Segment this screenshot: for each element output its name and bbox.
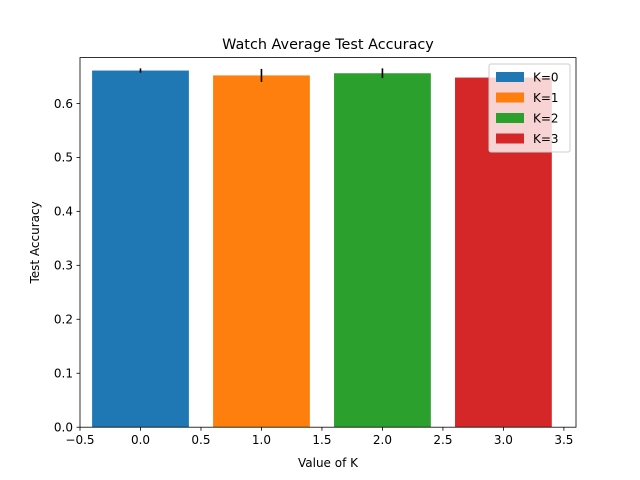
x-tick-label: 1.0 bbox=[252, 433, 271, 447]
legend-label: K=2 bbox=[533, 112, 559, 126]
plot-frame bbox=[79, 57, 577, 428]
x-axis-label: Value of K bbox=[298, 456, 359, 470]
legend-label: K=0 bbox=[533, 71, 559, 85]
error-bars-group bbox=[139, 68, 384, 82]
legend-label: K=3 bbox=[533, 132, 559, 146]
x-tick-label: 2.5 bbox=[433, 433, 452, 447]
axes-group bbox=[79, 57, 577, 428]
bars-group bbox=[92, 70, 552, 428]
legend-swatch bbox=[496, 133, 524, 144]
y-tick-label: 0.2 bbox=[54, 313, 73, 327]
x-tick-label: 2.0 bbox=[373, 433, 392, 447]
x-tick-label: 0.0 bbox=[131, 433, 150, 447]
y-tick-label: 0.5 bbox=[54, 151, 73, 165]
legend-box bbox=[488, 63, 571, 153]
y-ticks-group: 0.0 0.1 0.2 0.3 0.4 0.5 0.6 bbox=[54, 97, 80, 435]
x-tick-label: 1.5 bbox=[312, 433, 331, 447]
x-tick-label: 0.5 bbox=[191, 433, 210, 447]
y-tick-label: 0.0 bbox=[54, 421, 73, 435]
y-tick-label: 0.1 bbox=[54, 367, 73, 381]
x-tick-label: 3.5 bbox=[554, 433, 573, 447]
legend-swatch bbox=[496, 113, 524, 123]
x-tick-label: 3.0 bbox=[494, 433, 513, 447]
y-tick-label: 0.4 bbox=[54, 205, 73, 219]
y-axis-label: Test Accuracy bbox=[28, 201, 42, 284]
legend-swatch bbox=[496, 92, 524, 103]
legend: K=0 K=1 K=2 K=3 bbox=[488, 63, 571, 153]
x-ticks-group: −0.5 0.0 0.5 1.0 1.5 2.0 2.5 3.0 3.5 bbox=[65, 427, 573, 447]
chart-title: Watch Average Test Accuracy bbox=[222, 37, 434, 53]
legend-swatch bbox=[496, 72, 524, 82]
legend-label: K=1 bbox=[533, 91, 559, 105]
bar-k-2 bbox=[334, 73, 431, 428]
x-tick-label: −0.5 bbox=[65, 433, 94, 447]
y-tick-label: 0.3 bbox=[54, 259, 73, 273]
y-tick-label: 0.6 bbox=[54, 97, 73, 111]
bar-k-1 bbox=[213, 75, 310, 428]
bar-k-0 bbox=[92, 70, 189, 428]
